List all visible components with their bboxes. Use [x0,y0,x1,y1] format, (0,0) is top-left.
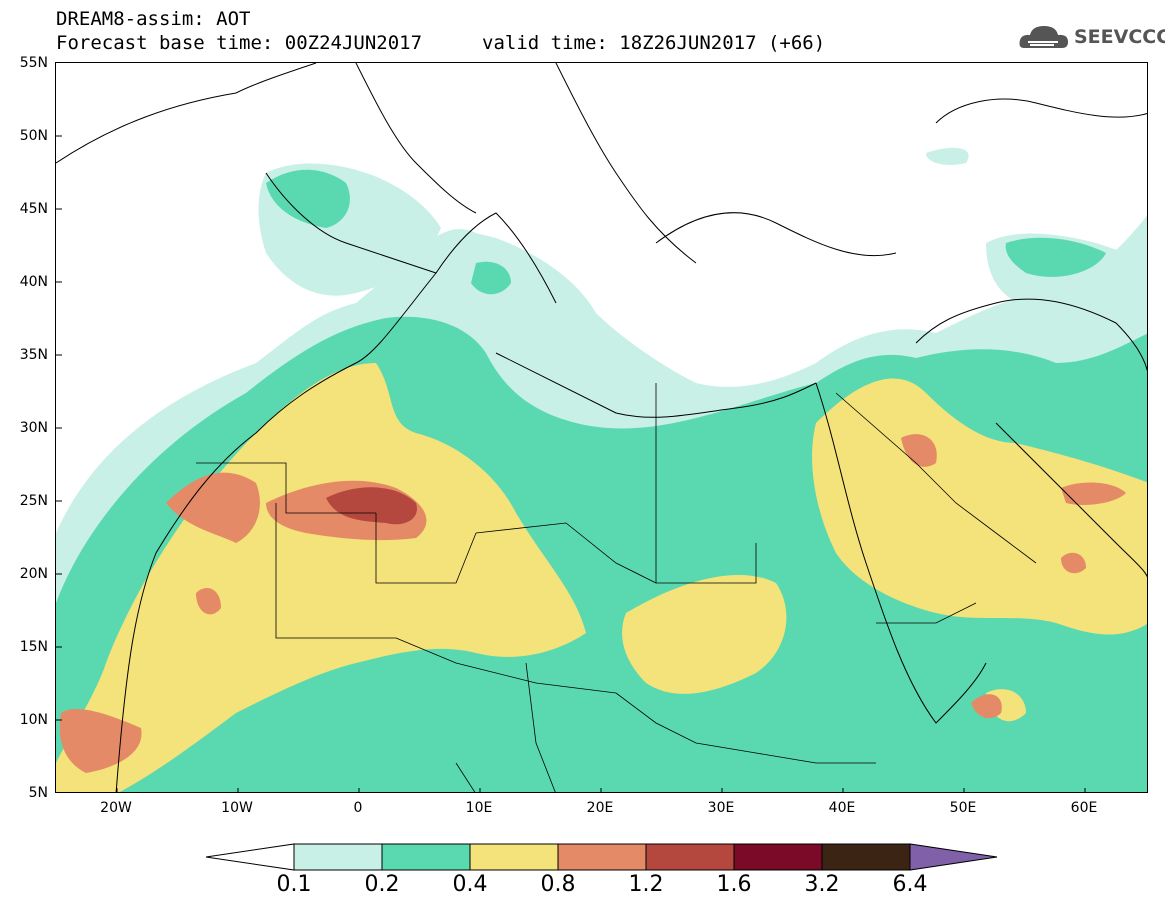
aot-contour-0.8-oman [1061,552,1086,574]
base-time-label: Forecast base time: 00Z24JUN2017 [56,32,423,54]
aot-contour-0.4-arabia [812,378,1147,635]
aot-contour-0.8-somalia [971,694,1002,719]
colorbar-bin-0.8 [557,843,647,871]
aot-map [55,62,1148,793]
lon-label-20w: 20W [100,800,132,816]
aot-colorbar [206,843,998,871]
aot-contour-0.4-central [622,574,787,694]
lon-label-0: 0 [353,800,363,816]
lat-label-35n: 35N [19,347,48,363]
aot-contour-0.8-senegal [59,708,142,773]
lon-label-10w: 10W [221,800,253,816]
aot-map-canvas [56,63,1147,792]
aot-contour-0.8-iraq [901,434,937,467]
colorbar-bin-0.4 [469,843,559,871]
lat-label-55n: 55N [19,55,48,71]
lon-label-40e: 40E [828,800,856,816]
lon-label-50e: 50E [949,800,977,816]
lat-label-20n: 20N [19,566,48,582]
colorbar-over-arrow [909,843,998,871]
aot-contour-0.8-mali [196,588,221,615]
country-borders [196,383,1037,792]
colorbar-bin-1.6 [733,843,823,871]
valid-time-label: valid time: 18Z26JUN2017 (+66) [482,32,826,54]
colorbar-label-0.8: 0.8 [540,872,576,897]
lat-label-25n: 25N [19,493,48,509]
lon-label-30e: 30E [707,800,735,816]
aot-contour-0.2-caspian [1005,237,1106,277]
lat-label-15n: 15N [19,639,48,655]
coastlines [56,63,1147,792]
aot-contour-0.2-italy [471,261,511,295]
colorbar-label-3.2: 3.2 [804,872,840,897]
lat-label-40n: 40N [19,274,48,290]
aot-contour-0.1-north [926,147,969,165]
aot-contour-0.8-sahara [166,472,260,543]
logo-text: SEEVCCC [1074,26,1165,48]
colorbar-label-1.2: 1.2 [628,872,664,897]
logo: SEEVCCC [1016,20,1165,56]
graticule-ticks [56,135,1086,792]
product-title: DREAM8-assim: AOT [56,8,251,30]
aot-contour-0.2-iberia [266,169,350,228]
colorbar-bin-1.2 [645,843,735,871]
aot-contour-0.4-west [56,363,586,792]
lat-label-5n: 5N [28,785,48,801]
colorbar-label-0.4: 0.4 [452,872,488,897]
lat-label-30n: 30N [19,420,48,436]
lat-label-10n: 10N [19,712,48,728]
colorbar-under-arrow [206,843,295,871]
colorbar-label-0.2: 0.2 [364,872,400,897]
lon-label-60e: 60E [1070,800,1098,816]
colorbar-label-0.1: 0.1 [276,872,312,897]
aot-contour-0.8-gulf [1061,482,1126,505]
lon-label-10e: 10E [465,800,493,816]
lon-label-20e: 20E [586,800,614,816]
cloud-logo-icon [1019,26,1068,48]
colorbar-label-6.4: 6.4 [892,872,928,897]
colorbar-bin-0.2 [381,843,471,871]
colorbar-bin-3.2 [821,843,911,871]
lat-label-45n: 45N [19,201,48,217]
lat-label-50n: 50N [19,128,48,144]
colorbar-label-1.6: 1.6 [716,872,752,897]
aot-contour-1.2 [326,487,417,525]
colorbar-bin-0.1 [293,843,383,871]
